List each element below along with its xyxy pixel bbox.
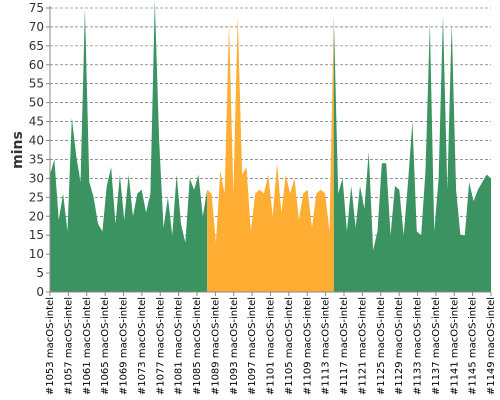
area-segment-2 — [333, 15, 491, 292]
y-tick-label: 20 — [29, 209, 44, 223]
y-tick-label: 65 — [29, 39, 44, 53]
y-tick-label: 40 — [29, 134, 44, 148]
x-tick-label: #1077 macOS-intel — [155, 297, 166, 395]
x-tick-label: #1105 macOS-intel — [284, 297, 295, 395]
y-tick-label: 70 — [29, 20, 44, 34]
x-tick-label: #1057 macOS-intel — [63, 297, 74, 395]
y-tick-label: 35 — [29, 152, 44, 166]
x-tick-label: #1061 macOS-intel — [82, 297, 93, 395]
x-tick-label: #1053 macOS-intel — [45, 297, 56, 395]
y-tick-label: 55 — [29, 77, 44, 91]
y-tick-label: 5 — [36, 266, 44, 280]
y-tick-label: 30 — [29, 171, 44, 185]
x-tick-label: #1149 macOS-intel — [486, 297, 497, 395]
x-tick-label: #1073 macOS-intel — [137, 297, 148, 395]
area-series — [50, 0, 491, 293]
x-tick-labels: #1053 macOS-intel #1057 macOS-intel #1061 … — [45, 292, 497, 395]
x-tick-label: #1113 macOS-intel — [321, 297, 332, 395]
y-tick-label: 45 — [29, 115, 44, 129]
y-tick-label: 0 — [36, 285, 44, 299]
y-tick-label: 15 — [29, 228, 44, 242]
y-tick-label: 10 — [29, 247, 44, 261]
y-tick-labels: 0 5 10 15 20 25 30 35 40 45 50 55 60 65 70 75 — [29, 1, 50, 299]
x-tick-label: #1125 macOS-intel — [376, 297, 387, 395]
x-tick-label: #1141 macOS-intel — [449, 297, 460, 395]
x-tick-label: #1069 macOS-intel — [119, 297, 130, 395]
x-tick-label: #1117 macOS-intel — [339, 297, 350, 395]
x-tick-label: #1121 macOS-intel — [357, 297, 368, 395]
y-tick-label: 60 — [29, 58, 44, 72]
x-tick-label: #1065 macOS-intel — [100, 297, 111, 395]
y-tick-label: 75 — [29, 1, 44, 15]
x-tick-label: #1145 macOS-intel — [468, 297, 479, 395]
x-tick-label: #1101 macOS-intel — [266, 297, 277, 395]
y-tick-label: 50 — [29, 96, 44, 110]
x-tick-label: #1133 macOS-intel — [413, 297, 424, 395]
x-tick-label: #1093 macOS-intel — [229, 297, 240, 395]
x-tick-label: #1129 macOS-intel — [394, 297, 405, 395]
x-tick-label: #1085 macOS-intel — [192, 297, 203, 395]
y-axis-label: mins — [10, 131, 26, 169]
x-tick-label: #1109 macOS-intel — [302, 297, 313, 395]
x-tick-label: #1097 macOS-intel — [247, 297, 258, 395]
area-segment-1 — [207, 15, 334, 292]
x-tick-label: #1137 macOS-intel — [431, 297, 442, 395]
x-tick-label: #1081 macOS-intel — [174, 297, 185, 395]
area-segment-0 — [50, 0, 208, 293]
x-tick-label: #1089 macOS-intel — [210, 297, 221, 395]
y-tick-label: 25 — [29, 190, 44, 204]
